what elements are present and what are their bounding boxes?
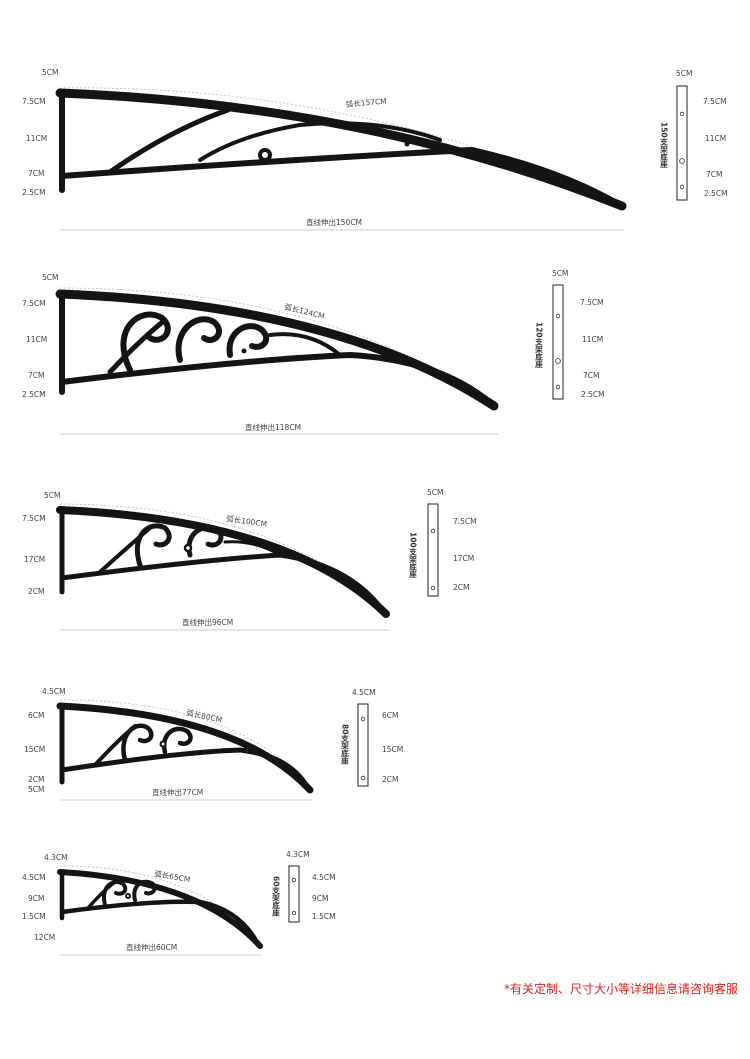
side-label: 12CM xyxy=(34,933,55,942)
bracket-120: 5CM 7.5CM 11CM 7CM 2.5CM 直线伸出118CM 弧长124… xyxy=(22,273,499,435)
base-plate-150: 5CM 150支架底座 7.5CM 11CM 7CM 2.5CM xyxy=(659,69,728,201)
bracket-80: 4.5CM 6CM 15CM 2CM 5CM 直线伸出77CM 弧长80CM xyxy=(24,687,314,801)
side-label: 7.5CM xyxy=(22,514,46,523)
side-label: 17CM xyxy=(24,555,45,564)
side-label: 2.5CM xyxy=(22,188,46,197)
side-label: 15CM xyxy=(24,745,45,754)
base-label: 7.5CM xyxy=(580,298,604,307)
base-label: 7CM xyxy=(583,371,599,380)
arc-guide xyxy=(59,503,391,616)
side-label: 4.5CM xyxy=(22,873,46,882)
bracket-100-side-labels: 5CM 7.5CM 17CM 2CM xyxy=(22,491,60,596)
bracket-150-side-labels: 5CM 7.5CM 11CM 7CM 2.5CM xyxy=(22,68,58,197)
base-label: 7.5CM xyxy=(453,517,477,526)
base-title: 80支架底座 xyxy=(340,724,349,766)
base-plate xyxy=(427,503,439,597)
bracket-100: 5CM 7.5CM 17CM 2CM 直线伸出96CM 弧长100CM xyxy=(22,491,391,631)
base-title: 100支架底座 xyxy=(408,532,417,579)
base-top-label: 5CM xyxy=(676,69,692,78)
arc-label: 弧长157CM xyxy=(345,95,387,109)
base-plate xyxy=(288,865,300,923)
side-label: 11CM xyxy=(26,335,47,344)
base-label: 4.5CM xyxy=(312,873,336,882)
base-title: 60支架底座 xyxy=(271,876,280,918)
span-label: 直线伸出96CM xyxy=(182,617,233,627)
base-plate-60: 4.3CM 60支架底座 4.5CM 9CM 1.5CM xyxy=(271,850,336,923)
base-label: 1.5CM xyxy=(312,912,336,921)
bracket-80-arm xyxy=(56,702,314,794)
side-label: 2CM xyxy=(28,775,44,784)
side-label: 2CM xyxy=(28,587,44,596)
arc-guide xyxy=(59,699,313,791)
side-label: 11CM xyxy=(26,134,47,143)
bracket-60-side-labels: 4.3CM 4.5CM 9CM 1.5CM 12CM xyxy=(22,853,68,942)
bracket-120-side-labels: 5CM 7.5CM 11CM 7CM 2.5CM xyxy=(22,273,58,399)
bracket-150: 5CM 7.5CM 11CM 7CM 2.5CM 直线伸出150CM 弧长157… xyxy=(22,68,627,231)
span-label: 直线伸出150CM xyxy=(306,217,362,227)
side-label: 4.5CM xyxy=(42,687,66,696)
base-plate-120: 5CM 120支架底座 7.5CM 11CM 7CM 2.5CM xyxy=(534,269,605,400)
side-label: 7CM xyxy=(28,371,44,380)
base-title: 120支架底座 xyxy=(534,322,543,369)
base-label: 7CM xyxy=(706,170,722,179)
base-top-label: 5CM xyxy=(427,488,443,497)
bracket-60-arm xyxy=(57,869,263,949)
bracket-80-side-labels: 4.5CM 6CM 15CM 2CM 5CM xyxy=(24,687,66,794)
base-label: 2CM xyxy=(382,775,398,784)
span-label: 直线伸出118CM xyxy=(245,422,301,432)
base-top-label: 5CM xyxy=(552,269,568,278)
arc-label: 弧长100CM xyxy=(226,513,268,529)
span-label: 直线伸出77CM xyxy=(152,787,203,797)
base-label: 2CM xyxy=(453,583,469,592)
bracket-120-arm xyxy=(55,289,499,411)
side-label: 5CM xyxy=(28,785,44,794)
base-title: 150支架底座 xyxy=(659,122,668,169)
custom-size-note: *有关定制、尺寸大小等详细信息请咨询客服 xyxy=(503,982,738,996)
arc-label: 弧长124CM xyxy=(284,301,326,321)
side-label: 7CM xyxy=(28,169,44,178)
arc-label: 弧长65CM xyxy=(154,868,191,884)
base-label: 7.5CM xyxy=(703,97,727,106)
side-label: 5CM xyxy=(42,68,58,77)
base-plate xyxy=(552,284,564,400)
side-label: 7.5CM xyxy=(22,299,46,308)
base-label: 2.5CM xyxy=(581,390,605,399)
base-label: 11CM xyxy=(582,335,603,344)
base-label: 17CM xyxy=(453,554,474,563)
bracket-150-arm xyxy=(55,88,627,211)
bracket-100-arm xyxy=(56,506,390,618)
base-label: 11CM xyxy=(705,134,726,143)
side-label: 4.3CM xyxy=(44,853,68,862)
side-label: 2.5CM xyxy=(22,390,46,399)
base-label: 6CM xyxy=(382,711,398,720)
base-label: 9CM xyxy=(312,894,328,903)
base-plate xyxy=(357,703,369,787)
base-top-label: 4.5CM xyxy=(352,688,376,697)
base-plate xyxy=(676,85,688,201)
side-label: 1.5CM xyxy=(22,912,46,921)
side-label: 9CM xyxy=(28,894,44,903)
base-top-label: 4.3CM xyxy=(286,850,310,859)
side-label: 6CM xyxy=(28,711,44,720)
side-label: 5CM xyxy=(44,491,60,500)
side-label: 5CM xyxy=(42,273,58,282)
base-label: 15CM xyxy=(382,745,403,754)
base-plate-80: 4.5CM 80支架底座 6CM 15CM 2CM xyxy=(340,688,403,787)
arc-guide xyxy=(59,87,626,206)
base-plate-100: 5CM 100支架底座 7.5CM 17CM 2CM xyxy=(408,488,477,597)
base-label: 2.5CM xyxy=(704,189,728,198)
span-label: 直线伸出60CM xyxy=(126,942,177,952)
bracket-60: 4.3CM 4.5CM 9CM 1.5CM 12CM 直线伸出60CM 弧长65… xyxy=(22,853,263,956)
side-label: 7.5CM xyxy=(22,97,46,106)
